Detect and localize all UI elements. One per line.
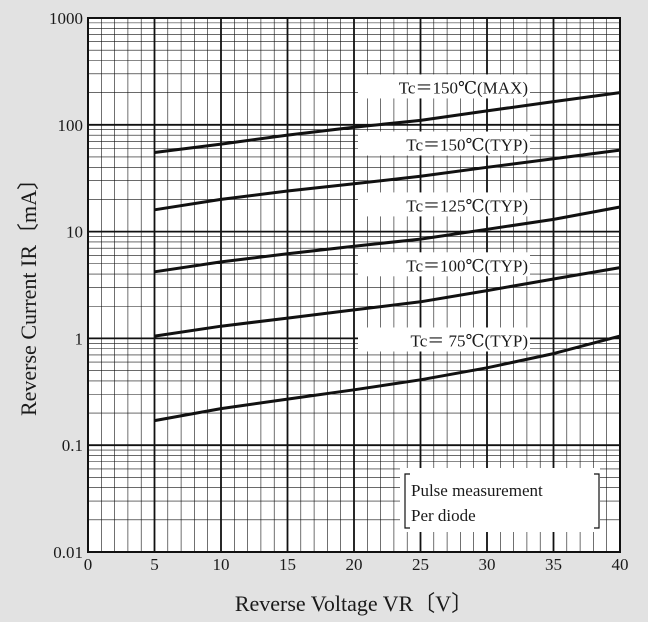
series-label: Tc＝150℃(TYP) — [406, 136, 528, 155]
x-tick-label: 40 — [612, 555, 629, 574]
x-tick-label: 20 — [346, 555, 363, 574]
x-tick-label: 35 — [545, 555, 562, 574]
x-tick-label: 30 — [479, 555, 496, 574]
y-tick-label: 0.1 — [62, 436, 83, 455]
x-tick-label: 5 — [150, 555, 159, 574]
series-label: Tc＝ 75℃(TYP) — [411, 331, 528, 350]
note-line-1: Pulse measurement — [411, 481, 543, 500]
series-label: Tc＝125℃(TYP) — [406, 196, 528, 215]
y-tick-label: 1 — [75, 329, 84, 348]
x-axis-title: Reverse Voltage VR〔V〕 — [235, 591, 473, 616]
series-label: Tc＝100℃(TYP) — [406, 256, 528, 275]
y-axis-title: Reverse Current IR〔mA〕 — [16, 168, 41, 416]
x-tick-label: 15 — [279, 555, 296, 574]
y-tick-label: 0.01 — [53, 543, 83, 562]
series-label: Tc＝150℃(MAX) — [399, 78, 528, 97]
note-line-2: Per diode — [411, 506, 476, 525]
y-tick-label: 10 — [66, 223, 83, 242]
y-tick-label: 100 — [58, 116, 84, 135]
y-tick-label: 1000 — [49, 9, 83, 28]
x-tick-label: 25 — [412, 555, 429, 574]
x-tick-label: 10 — [213, 555, 230, 574]
measurement-note: Pulse measurement Per diode — [400, 468, 600, 532]
x-tick-label: 0 — [84, 555, 93, 574]
